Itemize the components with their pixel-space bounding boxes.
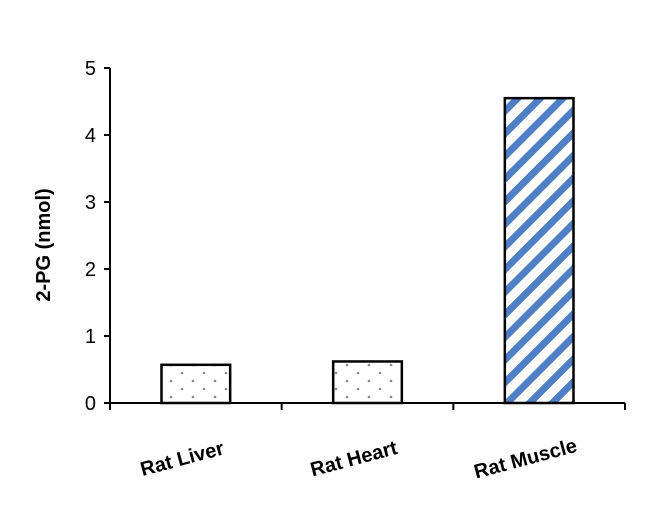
y-axis-title: 2-PG (nmol) — [33, 188, 55, 301]
category-labels: Rat Liver Rat Heart Rat Muscle — [138, 435, 579, 484]
category-label: Rat Heart — [308, 437, 400, 481]
y-tick-label: 0 — [85, 393, 96, 415]
y-tick-label: 5 — [85, 58, 96, 80]
category-label: Rat Liver — [138, 437, 227, 480]
bars — [160, 96, 575, 405]
bar-rat-heart — [331, 360, 404, 405]
y-axis: 0 1 2 3 4 5 — [85, 58, 111, 415]
category-label: Rat Muscle — [472, 435, 580, 484]
y-tick-label: 4 — [85, 125, 96, 147]
y-tick-label: 1 — [85, 326, 96, 348]
y-tick-label: 2 — [85, 259, 96, 281]
bar-rat-liver — [160, 363, 232, 405]
bar-rat-muscle — [503, 96, 575, 405]
y-tick-label: 3 — [85, 192, 96, 214]
